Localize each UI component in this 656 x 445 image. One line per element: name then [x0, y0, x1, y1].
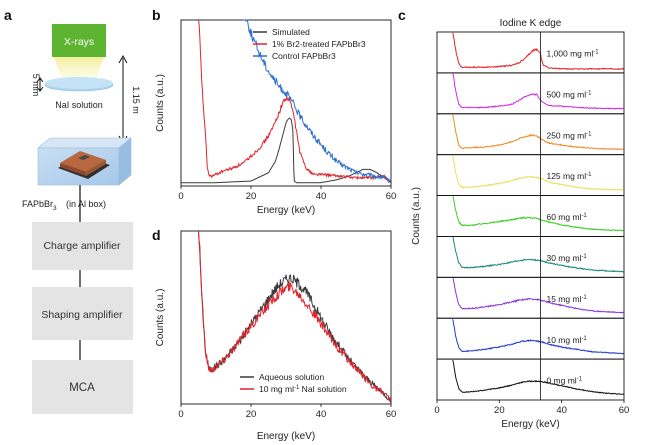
distance-label: 1.15 m	[131, 86, 141, 114]
chart-c-series-1	[452, 73, 624, 110]
chart-b-series-1	[198, 19, 391, 183]
chart-b-series-2	[244, 19, 392, 184]
chart-b-legend-label-2: Control FAPbBr3	[272, 51, 336, 61]
panel-letter-b: b	[152, 7, 161, 23]
chart-c-conc-label-1: 500 mg ml-1	[546, 89, 592, 99]
chart-b-frame	[180, 19, 392, 187]
chart-c-conc-label-3: 125 mg ml-1	[546, 171, 592, 181]
chart-c-xtick-label-2: 40	[556, 405, 567, 416]
chart-d-xlabel: Energy (keV)	[257, 431, 315, 442]
chart-c: Iodine K edge 1,000 mg ml-1 500 mg ml-1 250…	[411, 18, 629, 430]
chart-c-xtick-label-1: 20	[494, 405, 505, 416]
chart-d-ylabel: Counts (a.u.)	[155, 289, 166, 347]
chart-d-series-0	[198, 230, 392, 403]
chart-c-subframe-7	[436, 317, 625, 360]
chart-c-series-0	[452, 32, 625, 71]
chart-c-subframe-5	[436, 235, 625, 278]
charge-amplifier-box	[32, 222, 133, 270]
chart-b-xtick-label-1: 20	[246, 191, 257, 202]
chart-b-legend-label-1: 1% Br2-treated FAPbBr3	[272, 39, 366, 49]
chart-c-series-2	[452, 114, 624, 151]
chart-c-conc-label-4: 60 mg ml-1	[546, 212, 587, 222]
panel-letter-d: d	[152, 227, 161, 243]
chart-b: Simulated 1% Br2-treated FAPbBr3 Control F…	[155, 19, 397, 216]
chart-d: Aqueous solution 10 mg ml-1 NaI solution 0…	[155, 230, 397, 442]
gap-label: 5 mm	[31, 74, 41, 97]
chart-c-conc-label-7: 10 mg ml-1	[546, 335, 587, 345]
chart-c-series-3	[452, 155, 624, 191]
chart-c-series-7	[452, 319, 624, 355]
chart-c-title: Iodine K edge	[500, 18, 562, 29]
chart-c-series-6	[452, 277, 624, 314]
solution-label: NaI solution	[55, 100, 103, 110]
chart-c-subframe-8	[436, 358, 625, 401]
chart-c-conc-label-5: 30 mg ml-1	[546, 253, 587, 263]
chart-d-xtick-label-1: 20	[246, 409, 257, 420]
chart-b-xtick-label-0: 0	[178, 191, 183, 202]
chart-d-legend-label-1: 10 mg ml-1 NaI solution	[259, 384, 347, 394]
chart-b-ylabel: Counts (a.u.)	[155, 74, 166, 132]
chart-c-xtick-label-3: 60	[619, 405, 630, 416]
fapbbr3-crystal	[60, 151, 106, 172]
chart-c-ylabel: Counts (a.u.)	[411, 187, 422, 245]
xray-source	[52, 24, 106, 57]
shaping-amplifier-label: Shaping amplifier	[41, 309, 123, 321]
shaping-amplifier-box	[32, 287, 133, 340]
chart-c-conc-label-0: 1,000 mg ml-1	[546, 49, 599, 59]
chart-d-xtick-label-0: 0	[178, 409, 183, 420]
chart-c-series-5	[452, 236, 624, 273]
chart-d-series-1	[198, 230, 392, 402]
chart-d-frame	[180, 230, 392, 405]
chart-c-conc-label-2: 250 mg ml-1	[546, 130, 592, 140]
chart-b-xtick-label-3: 60	[386, 191, 397, 202]
chart-c-series-4	[452, 196, 624, 232]
chart-d-xtick-label-3: 60	[386, 409, 397, 420]
xray-beam	[54, 57, 104, 80]
panel-a-schematic: X-rays NaI solution 5 mm 1.15 m FAPbBr3 …	[22, 24, 141, 414]
mca-box	[32, 360, 133, 414]
chart-c-series-8	[452, 359, 624, 395]
chart-d-legend-label-0: Aqueous solution	[259, 372, 324, 382]
gap-arrow	[36, 77, 44, 92]
chart-c-subframe-6	[436, 276, 625, 319]
chart-b-xtick-label-2: 40	[316, 191, 327, 202]
chart-c-xlabel: Energy (keV)	[501, 419, 559, 430]
chart-c-subframe-4	[436, 195, 625, 237]
detector-label: FAPbBr3	[22, 199, 57, 212]
charge-amplifier-label: Charge amplifier	[43, 240, 121, 252]
chart-c-conc-label-6: 15 mg ml-1	[546, 294, 587, 304]
chart-d-xtick-label-2: 40	[316, 409, 327, 420]
chart-b-legend-label-0: Simulated	[272, 27, 310, 37]
chart-c-conc-label-8: 0 mg ml-1	[546, 376, 582, 386]
chart-c-xtick-label-0: 0	[434, 405, 439, 416]
panel-letter-a: a	[4, 7, 12, 23]
xray-label: X-rays	[64, 36, 94, 48]
chart-b-xlabel: Energy (keV)	[257, 205, 315, 216]
box-label: (in Al box)	[66, 199, 106, 209]
panel-letter-c: c	[398, 7, 406, 23]
nai-solution-top	[45, 77, 113, 89]
mca-label: MCA	[69, 382, 95, 394]
